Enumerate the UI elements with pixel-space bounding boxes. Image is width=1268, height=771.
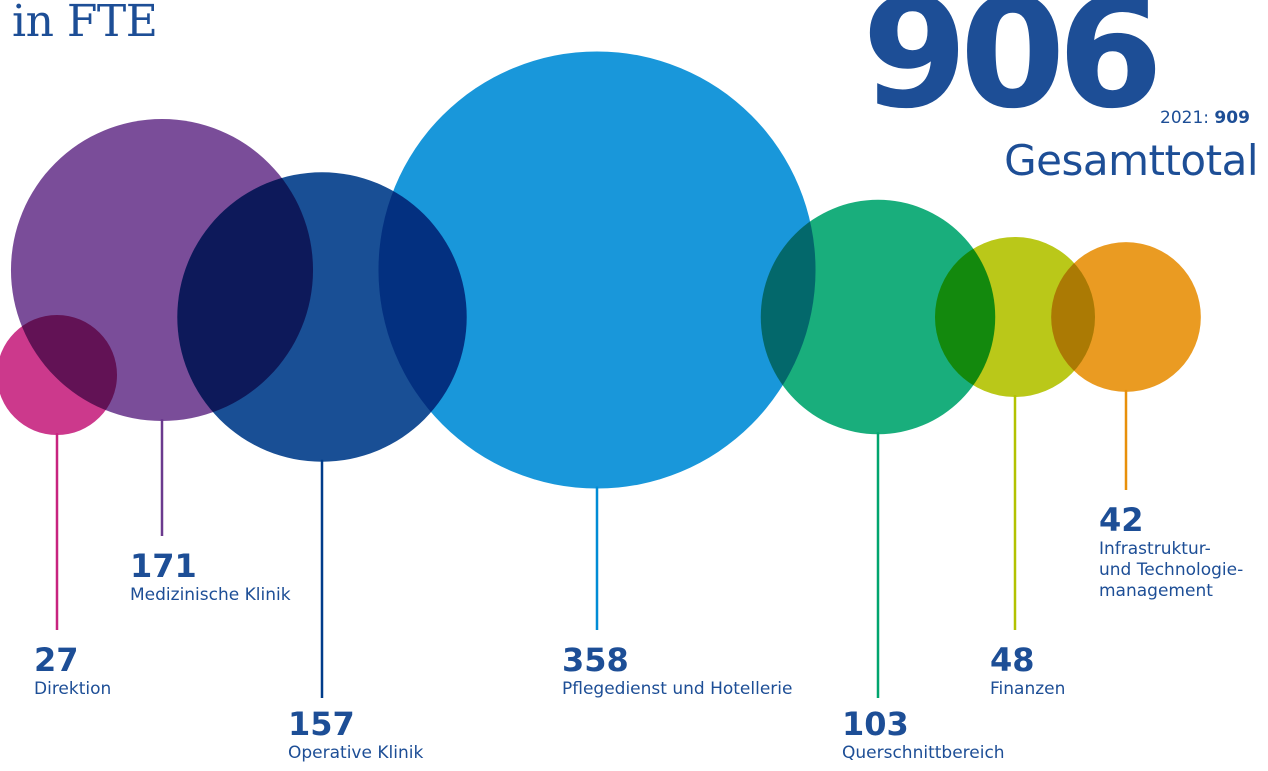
data-label-direktion: 27 Direktion bbox=[34, 644, 111, 700]
data-value: 27 bbox=[34, 641, 79, 679]
data-category: Direktion bbox=[34, 679, 112, 699]
data-category: Medizinische Klinik bbox=[130, 585, 291, 605]
total-label: Gesamttotal bbox=[1004, 136, 1258, 185]
bubbles bbox=[0, 51, 1201, 489]
data-category: Querschnittbereich bbox=[842, 743, 1005, 763]
data-value: 157 bbox=[288, 705, 355, 743]
data-label-infrastruktur: 42 Infrastruktur- und Technologie- manag… bbox=[1099, 504, 1243, 602]
data-label-medizinische-klinik: 171 Medizinische Klinik bbox=[130, 550, 291, 606]
previous-year-value: 909 bbox=[1214, 108, 1250, 128]
data-label-pflegedienst: 358 Pflegedienst und Hotellerie bbox=[562, 644, 792, 700]
unit-label: in FTE bbox=[12, 0, 158, 47]
data-value: 42 bbox=[1099, 501, 1144, 539]
data-category: Infrastruktur- und Technologie- manageme… bbox=[1099, 539, 1244, 601]
leader-lines bbox=[55, 389, 1128, 698]
bubble-direktion bbox=[0, 315, 117, 435]
data-value: 103 bbox=[842, 705, 909, 743]
total-value: 906 bbox=[862, 0, 1163, 142]
data-label-finanzen: 48 Finanzen bbox=[990, 644, 1065, 700]
data-value: 171 bbox=[130, 547, 197, 585]
data-category: Operative Klinik bbox=[288, 743, 424, 763]
data-value: 358 bbox=[562, 641, 629, 679]
bubble-infrastruktur bbox=[1051, 242, 1201, 392]
data-category: Pflegedienst und Hotellerie bbox=[562, 679, 793, 699]
data-label-querschnittbereich: 103 Querschnittbereich bbox=[842, 708, 1005, 764]
data-value: 48 bbox=[990, 641, 1035, 679]
data-category: Finanzen bbox=[990, 679, 1066, 699]
bubble-pflegedienst bbox=[378, 51, 816, 489]
previous-year-label: 2021: bbox=[1160, 108, 1209, 128]
previous-year: 2021: 909 bbox=[1160, 108, 1250, 128]
data-label-operative-klinik: 157 Operative Klinik bbox=[288, 708, 423, 764]
bubble-finanzen bbox=[934, 236, 1096, 398]
bubble-querschnittbereich bbox=[760, 199, 996, 435]
